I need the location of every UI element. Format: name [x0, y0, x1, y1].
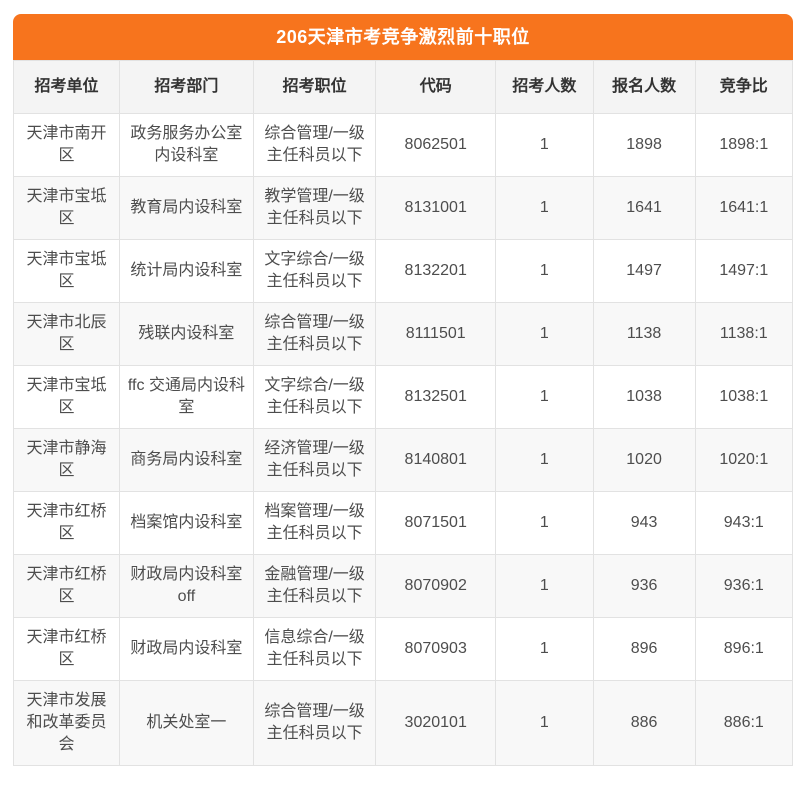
- cell-department: 统计局内设科室: [118, 239, 254, 303]
- cell-applicants: 943: [592, 491, 696, 555]
- cell-applicants: 1497: [592, 239, 696, 303]
- table-row: 天津市北辰区 残联内设科室 综合管理/一级主任科员以下 8111501 1 1138 113…: [13, 302, 794, 366]
- cell-position: 信息综合/一级主任科员以下: [252, 617, 377, 681]
- cell-applicants: 1898: [592, 113, 696, 177]
- cell-unit: 天津市红桥区: [13, 617, 120, 681]
- table-row: 天津市静海区 商务局内设科室 经济管理/一级主任科员以下 8140801 1 1020 10…: [13, 428, 794, 492]
- column-header-code: 代码: [375, 60, 497, 114]
- cell-department: 财政局内设科室: [118, 617, 254, 681]
- cell-position: 经济管理/一级主任科员以下: [252, 428, 377, 492]
- cell-applicants: 886: [592, 680, 696, 766]
- cell-openings: 1: [495, 491, 594, 555]
- cell-ratio: 1038:1: [694, 365, 794, 429]
- cell-department: 机关处室一: [118, 680, 254, 766]
- cell-unit: 天津市宝坻区: [13, 365, 120, 429]
- cell-code: 8062501: [375, 113, 497, 177]
- cell-position: 档案管理/一级主任科员以下: [252, 491, 377, 555]
- cell-department: 残联内设科室: [118, 302, 254, 366]
- cell-ratio: 886:1: [694, 680, 794, 766]
- cell-ratio: 896:1: [694, 617, 794, 681]
- cell-code: 8111501: [375, 302, 497, 366]
- cell-department: 档案馆内设科室: [118, 491, 254, 555]
- column-header-unit: 招考单位: [13, 60, 120, 114]
- cell-code: 8070902: [375, 554, 497, 618]
- table-row: 天津市南开区 政务服务办公室内设科室 综合管理/一级主任科员以下 8062501 1 18…: [13, 113, 794, 177]
- positions-table: 招考单位 招考部门 招考职位 代码 招考人数 报名人数 竞争比 天津市南开区 政务服务办公室内…: [13, 60, 794, 766]
- cell-openings: 1: [495, 365, 594, 429]
- cell-department: ffc 交通局内设科室: [118, 365, 254, 429]
- cell-unit: 天津市南开区: [13, 113, 120, 177]
- cell-openings: 1: [495, 617, 594, 681]
- cell-position: 综合管理/一级主任科员以下: [252, 680, 377, 766]
- cell-department: 财政局内设科室 off: [118, 554, 254, 618]
- cell-position: 文字综合/一级主任科员以下: [252, 365, 377, 429]
- cell-ratio: 943:1: [694, 491, 794, 555]
- cell-applicants: 1038: [592, 365, 696, 429]
- table-head: 招考单位 招考部门 招考职位 代码 招考人数 报名人数 竞争比: [13, 60, 794, 114]
- table-row: 天津市红桥区 财政局内设科室 信息综合/一级主任科员以下 8070903 1 896 896…: [13, 617, 794, 681]
- cell-position: 金融管理/一级主任科员以下: [252, 554, 377, 618]
- table-row: 天津市宝坻区 统计局内设科室 文字综合/一级主任科员以下 8132201 1 1497 14…: [13, 239, 794, 303]
- cell-ratio: 1020:1: [694, 428, 794, 492]
- cell-openings: 1: [495, 302, 594, 366]
- cell-applicants: 1138: [592, 302, 696, 366]
- cell-openings: 1: [495, 428, 594, 492]
- cell-unit: 天津市北辰区: [13, 302, 120, 366]
- table-row: 天津市红桥区 财政局内设科室 off 金融管理/一级主任科员以下 8070902 1 93…: [13, 554, 794, 618]
- cell-position: 综合管理/一级主任科员以下: [252, 113, 377, 177]
- cell-code: 8140801: [375, 428, 497, 492]
- header-row: 招考单位 招考部门 招考职位 代码 招考人数 报名人数 竞争比: [13, 60, 794, 114]
- column-header-department: 招考部门: [118, 60, 254, 114]
- cell-unit: 天津市宝坻区: [13, 176, 120, 240]
- cell-openings: 1: [495, 113, 594, 177]
- table-body: 天津市南开区 政务服务办公室内设科室 综合管理/一级主任科员以下 8062501 1 18…: [13, 113, 794, 766]
- cell-ratio: 936:1: [694, 554, 794, 618]
- cell-department: 政务服务办公室内设科室: [118, 113, 254, 177]
- cell-applicants: 936: [592, 554, 696, 618]
- cell-ratio: 1497:1: [694, 239, 794, 303]
- cell-code: 3020101: [375, 680, 497, 766]
- cell-code: 8132201: [375, 239, 497, 303]
- column-header-openings: 招考人数: [495, 60, 594, 114]
- cell-unit: 天津市红桥区: [13, 491, 120, 555]
- cell-code: 8070903: [375, 617, 497, 681]
- cell-code: 8071501: [375, 491, 497, 555]
- table-row: 天津市红桥区 档案馆内设科室 档案管理/一级主任科员以下 8071501 1 943 943…: [13, 491, 794, 555]
- cell-ratio: 1898:1: [694, 113, 794, 177]
- cell-openings: 1: [495, 239, 594, 303]
- cell-applicants: 1641: [592, 176, 696, 240]
- table-row: 天津市宝坻区 教育局内设科室 教学管理/一级主任科员以下 8131001 1 1641 16…: [13, 176, 794, 240]
- cell-position: 文字综合/一级主任科员以下: [252, 239, 377, 303]
- competition-table-card: 206天津市考竞争激烈前十职位 招考单位 招考部门 招考职位 代码 招考人数 报名人数 竞争…: [13, 14, 794, 766]
- cell-unit: 天津市静海区: [13, 428, 120, 492]
- cell-department: 教育局内设科室: [118, 176, 254, 240]
- cell-code: 8132501: [375, 365, 497, 429]
- table-row: 天津市宝坻区 ffc 交通局内设科室 文字综合/一级主任科员以下 8132501 1 10…: [13, 365, 794, 429]
- cell-unit: 天津市红桥区: [13, 554, 120, 618]
- cell-openings: 1: [495, 176, 594, 240]
- cell-unit: 天津市发展和改革委员会: [13, 680, 120, 766]
- cell-position: 教学管理/一级主任科员以下: [252, 176, 377, 240]
- cell-applicants: 896: [592, 617, 696, 681]
- cell-position: 综合管理/一级主任科员以下: [252, 302, 377, 366]
- cell-applicants: 1020: [592, 428, 696, 492]
- cell-openings: 1: [495, 680, 594, 766]
- cell-ratio: 1138:1: [694, 302, 794, 366]
- column-header-ratio: 竞争比: [694, 60, 794, 114]
- cell-department: 商务局内设科室: [118, 428, 254, 492]
- cell-unit: 天津市宝坻区: [13, 239, 120, 303]
- cell-code: 8131001: [375, 176, 497, 240]
- table-title: 206天津市考竞争激烈前十职位: [13, 14, 793, 60]
- cell-ratio: 1641:1: [694, 176, 794, 240]
- cell-openings: 1: [495, 554, 594, 618]
- column-header-position: 招考职位: [252, 60, 377, 114]
- column-header-applicants: 报名人数: [592, 60, 696, 114]
- table-row: 天津市发展和改革委员会 机关处室一 综合管理/一级主任科员以下 3020101 1 886…: [13, 680, 794, 766]
